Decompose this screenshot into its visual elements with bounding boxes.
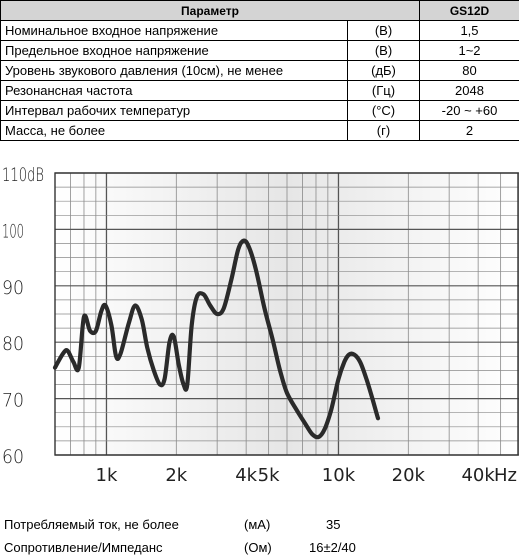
header-model: GS12D	[419, 0, 519, 21]
table-row: Предельное входное напряжение (В) 1~2	[0, 40, 519, 61]
plot-frame	[54, 172, 519, 456]
x-tick-label: 4k	[235, 465, 257, 486]
current-label: Потребляемый ток, не более	[4, 517, 179, 532]
x-tick-label: 1k	[96, 465, 118, 486]
param-name: Предельное входное напряжение	[0, 40, 348, 61]
response-curve	[52, 238, 381, 440]
x-tick-label: 10k	[322, 465, 356, 486]
table-row: Уровень звукового давления (10см), не ме…	[0, 60, 519, 81]
table-row: Масса, не более (г) 2	[0, 120, 519, 141]
param-unit: (В)	[347, 20, 420, 41]
x-tick-label: 20k	[392, 465, 426, 486]
table-row: Резонансная частота (Гц) 2048	[0, 80, 519, 101]
table-row: Интервал рабочих температур (°С) -20 ~ +60	[0, 100, 519, 121]
table-body: Номинальное входное напряжение (В) 1,5 Пред…	[0, 20, 519, 141]
y-tick-label: 60	[2, 446, 24, 468]
x-unit-label: Hz	[494, 465, 517, 486]
param-value: 2048	[419, 80, 519, 101]
y-tick-label: 80	[2, 333, 24, 355]
current-value: 35	[326, 517, 341, 532]
table-header-row: Параметр GS12D	[0, 0, 519, 21]
frequency-response-chart: 110dB 100 90 80 70 60 1k 2k 4k 5k 10k 20k 40k Hz	[2, 165, 519, 486]
x-tick-label: 40k	[461, 465, 495, 486]
param-unit: (Гц)	[347, 80, 420, 101]
y-tick-label: 100	[2, 220, 24, 242]
param-value: 1,5	[419, 20, 519, 41]
param-unit: (°С)	[347, 100, 420, 121]
param-name: Резонансная частота	[0, 80, 348, 101]
param-name: Номинальное входное напряжение	[0, 20, 348, 41]
impedance-unit: (Ом)	[244, 540, 272, 555]
y-tick-label: 70	[2, 390, 24, 412]
impedance-label: Сопротивление/Импеданс	[4, 540, 163, 555]
y-tick-label: 90	[2, 277, 24, 299]
param-value: 80	[419, 60, 519, 81]
param-name: Масса, не более	[0, 120, 348, 141]
param-unit: (В)	[347, 40, 420, 61]
param-name: Уровень звукового давления (10см), не ме…	[0, 60, 348, 81]
table-row: Номинальное входное напряжение (В) 1,5	[0, 20, 519, 41]
param-value: 1~2	[419, 40, 519, 61]
param-value: -20 ~ +60	[419, 100, 519, 121]
x-tick-label: 5k	[258, 465, 280, 486]
spec-table: Параметр GS12D Номинальное входное напря…	[0, 0, 519, 141]
param-unit: (дБ)	[347, 60, 420, 81]
param-unit: (г)	[347, 120, 420, 141]
param-name: Интервал рабочих температур	[0, 100, 348, 121]
impedance-value: 16±2/40	[309, 540, 356, 555]
y-tick-label: 110dB	[2, 165, 44, 186]
param-value: 2	[419, 120, 519, 141]
x-tick-label: 2k	[165, 465, 187, 486]
header-param: Параметр	[0, 0, 420, 21]
current-unit: (мА)	[244, 517, 271, 532]
